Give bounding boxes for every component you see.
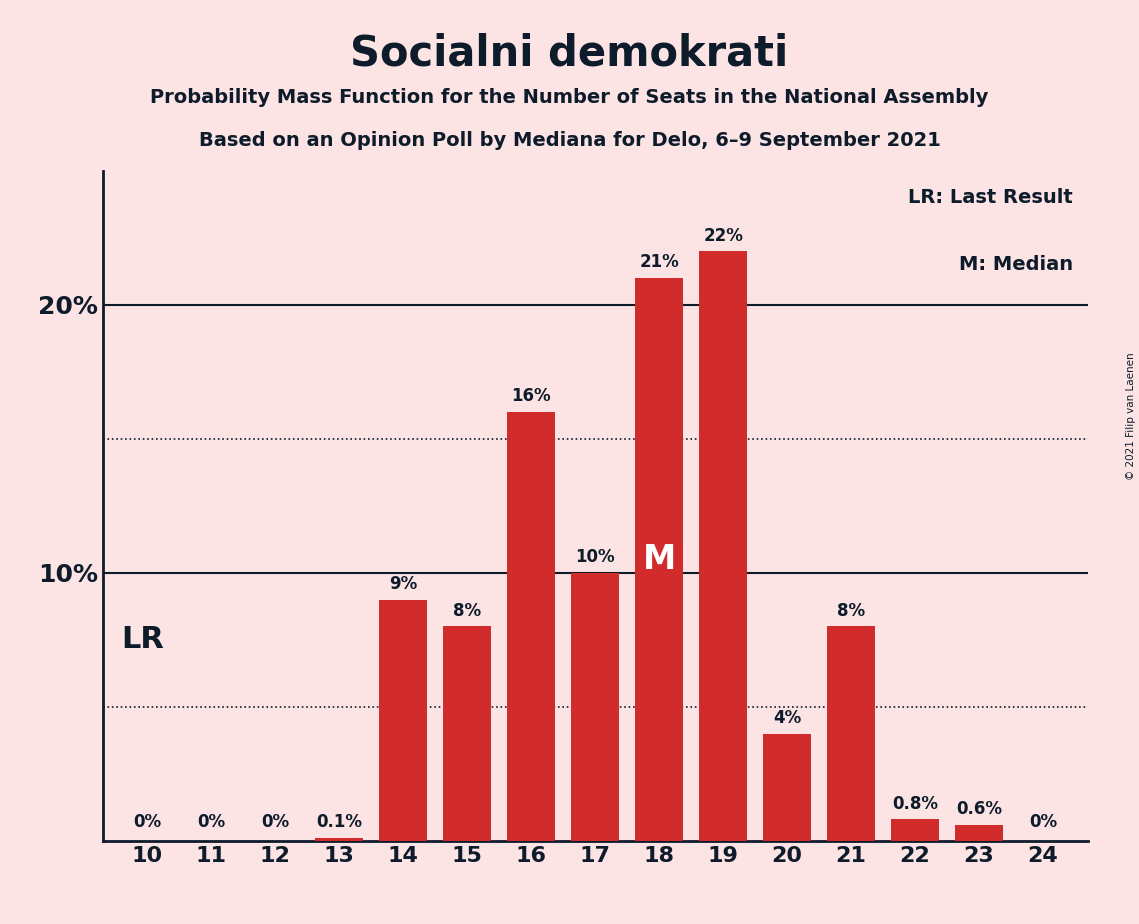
Text: 0.1%: 0.1% xyxy=(317,813,362,832)
Text: 0.8%: 0.8% xyxy=(892,795,939,813)
Text: 0%: 0% xyxy=(133,813,162,832)
Text: 0.6%: 0.6% xyxy=(956,800,1002,818)
Bar xyxy=(891,820,939,841)
Text: 0%: 0% xyxy=(197,813,226,832)
Text: 21%: 21% xyxy=(639,253,679,272)
Text: LR: Last Result: LR: Last Result xyxy=(908,188,1073,207)
Bar xyxy=(699,251,747,841)
Text: Based on an Opinion Poll by Mediana for Delo, 6–9 September 2021: Based on an Opinion Poll by Mediana for … xyxy=(198,131,941,151)
Bar xyxy=(379,600,427,841)
Text: 0%: 0% xyxy=(261,813,289,832)
Bar xyxy=(507,412,555,841)
Text: 0%: 0% xyxy=(1029,813,1057,832)
Bar xyxy=(763,734,811,841)
Text: M: Median: M: Median xyxy=(959,255,1073,274)
Text: 4%: 4% xyxy=(773,709,801,727)
Text: 9%: 9% xyxy=(390,575,417,593)
Bar xyxy=(954,825,1003,841)
Text: 22%: 22% xyxy=(703,226,743,245)
Bar xyxy=(827,626,875,841)
Bar xyxy=(316,838,363,841)
Bar xyxy=(636,278,683,841)
Text: 10%: 10% xyxy=(575,548,615,566)
Text: Socialni demokrati: Socialni demokrati xyxy=(351,32,788,74)
Text: M: M xyxy=(642,543,675,576)
Text: © 2021 Filip van Laenen: © 2021 Filip van Laenen xyxy=(1126,352,1136,480)
Text: 8%: 8% xyxy=(453,602,482,620)
Text: Probability Mass Function for the Number of Seats in the National Assembly: Probability Mass Function for the Number… xyxy=(150,88,989,107)
Bar xyxy=(443,626,491,841)
Text: LR: LR xyxy=(122,626,164,654)
Text: 8%: 8% xyxy=(837,602,866,620)
Bar xyxy=(571,573,620,841)
Text: 16%: 16% xyxy=(511,387,551,406)
